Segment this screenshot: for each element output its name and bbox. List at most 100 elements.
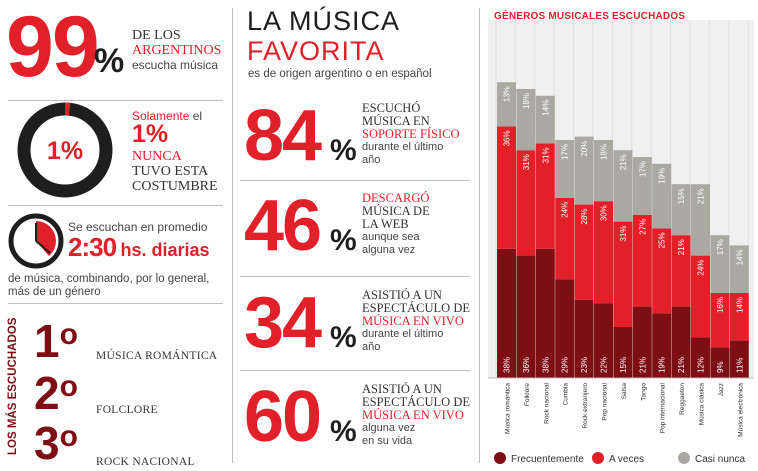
- bar-2: [516, 89, 536, 151]
- stat-99-line2: ARGENTINOS: [132, 43, 222, 58]
- middle-stat-line5: alguna vez: [362, 244, 416, 256]
- middle-subtitle: es de origen argentino o en español: [248, 68, 432, 80]
- middle-title2: FAVORITA: [247, 36, 385, 66]
- bar-2: [535, 95, 555, 144]
- middle-title1: LA MÚSICA: [247, 6, 401, 36]
- donut-chart: 1%: [17, 102, 113, 198]
- middle-stat-line1: ESCUCHÓ: [362, 101, 421, 115]
- bar-1: [710, 293, 730, 348]
- category-label: Pop internacional: [660, 382, 667, 433]
- bar-1: [671, 235, 691, 307]
- bar-0: [632, 306, 652, 378]
- data-label: 22%: [600, 357, 609, 373]
- data-label: 30%: [600, 205, 609, 221]
- bar-2: [613, 150, 633, 222]
- data-label: 38%: [503, 357, 512, 373]
- bar-2: [671, 184, 691, 236]
- category-label: Música electrónica: [737, 383, 744, 437]
- data-label: 20%: [580, 141, 589, 157]
- rank-2-name: FOLCLORE: [96, 404, 158, 416]
- stat-1-line1: Solamente el: [132, 109, 203, 123]
- stat-99-line1: DE LOS: [132, 28, 181, 43]
- data-label: 18%: [522, 93, 531, 109]
- bar-1: [574, 204, 594, 300]
- middle-stat-line3: MÚSICA EN VIVO: [362, 314, 464, 328]
- rank-3-name: ROCK NACIONAL: [96, 456, 195, 468]
- clock-icon: [8, 213, 64, 269]
- data-label: 9%: [716, 361, 725, 373]
- bar-0: [516, 255, 536, 378]
- middle-stat-line4: alguna vez: [362, 422, 416, 434]
- rank-3: 3o: [34, 417, 78, 469]
- bar-2: [594, 140, 613, 202]
- stat-99-percent: %: [94, 42, 125, 80]
- middle-stat-line5: en su vida: [362, 435, 413, 447]
- middle-stat-percent: %: [330, 415, 357, 448]
- category-label: Folklore: [524, 383, 531, 407]
- bar-0: [710, 347, 730, 378]
- bar-0: [691, 337, 710, 378]
- genre-chart: 38% 36% 13% Música romántica 36% 31% 18% Folklo…: [488, 20, 754, 465]
- time-line1: Se escuchan en promedio: [68, 220, 208, 234]
- bar-2: [632, 157, 652, 215]
- bar-1: [497, 126, 516, 249]
- data-label: 21%: [677, 239, 686, 255]
- legend-marker: [592, 452, 604, 464]
- middle-stat-line1: ASISTIÓ A UN: [362, 382, 442, 396]
- data-label: 25%: [658, 232, 667, 248]
- legend-label: A veces: [609, 454, 644, 465]
- stat-1-big: 1%: [132, 120, 169, 148]
- data-label: 18%: [600, 144, 609, 160]
- data-label: 17%: [716, 239, 725, 255]
- data-label: 17%: [638, 161, 647, 177]
- bar-0: [574, 299, 594, 378]
- middle-stat-line4: durante el último: [362, 328, 444, 340]
- category-label: Salsa: [621, 383, 628, 400]
- legend-marker: [494, 452, 506, 464]
- bar-2: [652, 163, 672, 229]
- bar-2: [729, 245, 749, 293]
- bar-0: [671, 306, 691, 378]
- rank-1-name: MÚSICA ROMÁNTICA: [96, 350, 218, 362]
- data-label: 31%: [522, 154, 531, 170]
- donut-label: 1%: [47, 137, 83, 165]
- bar-2: [497, 82, 516, 127]
- data-label: 29%: [561, 357, 570, 373]
- bar-1: [555, 197, 575, 280]
- data-label: 21%: [638, 357, 647, 373]
- category-label: Música romántica: [505, 383, 512, 434]
- category-label: Reggaeton: [679, 383, 686, 415]
- category-label: Música clásica: [699, 383, 706, 426]
- bar-0: [729, 340, 749, 378]
- data-label: 24%: [561, 202, 570, 218]
- stat-99-number: 99: [6, 0, 100, 95]
- bar-1: [652, 228, 672, 314]
- data-label: 17%: [561, 144, 570, 160]
- bar-2: [555, 140, 575, 198]
- bar-2: [574, 136, 594, 205]
- ranking-title: LOS MÁS ESCUCHADOS: [7, 317, 19, 455]
- time-value-row: 2:30 hs. diarias: [68, 234, 210, 261]
- data-label: 14%: [735, 297, 744, 313]
- middle-stat-line1: DESCARGÓ: [362, 191, 430, 205]
- data-label: 14%: [735, 249, 744, 265]
- data-label: 15%: [619, 357, 628, 373]
- middle-stat-line4: durante el último: [362, 141, 444, 153]
- middle-stat-percent: %: [330, 224, 357, 257]
- data-label: 19%: [658, 168, 667, 184]
- data-label: 21%: [697, 188, 706, 204]
- bar-0: [613, 327, 633, 378]
- category-label: Jazz: [718, 383, 725, 396]
- time-unit: hs. diarias: [120, 240, 210, 260]
- stat-1-line3: NUNCA: [132, 149, 182, 164]
- middle-stat-number: 84: [244, 96, 322, 176]
- data-label: 19%: [658, 357, 667, 373]
- category-label: Pop nacional: [602, 382, 609, 420]
- middle-stat-line3: SOPORTE FÍSICO: [362, 127, 460, 141]
- bar-0: [594, 303, 613, 378]
- data-label: 24%: [697, 260, 706, 276]
- bar-1: [632, 214, 652, 307]
- donut-slice: [65, 102, 71, 116]
- stat-99-line3: escucha música: [132, 58, 219, 72]
- data-label: 16%: [716, 297, 725, 313]
